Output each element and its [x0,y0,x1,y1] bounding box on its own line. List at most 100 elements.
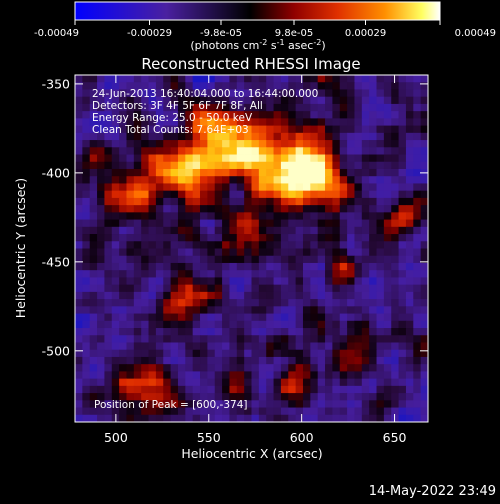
heatmap-cell [155,248,164,257]
heatmap-cell [413,299,422,307]
heatmap-cell [420,96,428,105]
heatmap-cell [251,306,260,314]
heatmap-cell [280,255,289,264]
heatmap-cell [82,407,91,416]
heatmap-cell [111,168,120,177]
heatmap-cell [200,328,208,336]
heatmap-cell [413,277,422,286]
heatmap-cell [339,75,348,83]
heatmap-cell [273,349,282,358]
heatmap-cell [236,154,245,163]
heatmap-cell [398,111,407,119]
heatmap-cell [97,407,105,416]
heatmap-cell [141,140,149,148]
heatmap-cell [325,183,333,192]
heatmap-cell [310,385,319,394]
heatmap-cell [295,248,304,257]
heatmap-cell [391,262,399,271]
heatmap-cell [251,176,260,184]
heatmap-cell [155,176,164,184]
heatmap-cell [376,241,385,249]
heatmap-cell [141,313,149,322]
heatmap-cell [148,262,157,271]
heatmap-cell [391,82,399,90]
heatmap-cell [192,103,201,112]
heatmap-cell [104,118,113,127]
heatmap-cell [89,147,98,155]
heatmap-cell [244,212,252,220]
heatmap-cell [229,190,238,199]
heatmap-cell [148,328,157,336]
heatmap-cell [369,356,377,365]
heatmap-cell [141,197,149,206]
heatmap-cell [420,248,428,257]
heatmap-cell [177,205,186,213]
heatmap-cell [177,414,186,422]
heatmap-cell [398,82,407,90]
heatmap-cell [376,328,385,336]
heatmap-cell [405,241,414,249]
heatmap-cell [148,183,157,192]
heatmap-cell [119,226,127,235]
heatmap-cell [229,356,238,365]
heatmap-cell [89,277,98,286]
heatmap-cell [332,407,341,416]
heatmap-cell [391,414,399,422]
heatmap-cell [148,320,157,329]
heatmap-cell [141,378,149,387]
heatmap-cell [89,82,98,90]
heatmap-cell [383,255,392,264]
heatmap-cell [126,262,135,271]
heatmap-cell [126,378,135,387]
heatmap-cell [119,306,127,314]
heatmap-cell [288,313,297,322]
heatmap-cell [280,335,289,343]
heatmap-cell [391,371,399,380]
heatmap-cell [97,111,105,119]
heatmap-cell [192,320,201,329]
heatmap-cell [89,320,98,329]
heatmap-cell [192,219,201,228]
heatmap-cell [111,89,120,98]
heatmap-cell [288,356,297,365]
heatmap-cell [310,118,319,127]
heatmap-cell [119,291,127,300]
heatmap-cell [244,75,252,83]
heatmap-cell [288,364,297,372]
heatmap-cell [207,183,216,192]
heatmap-cell [192,277,201,286]
heatmap-cell [89,342,98,351]
heatmap-cell [332,335,341,343]
heatmap-cell [111,154,120,163]
heatmap-cell [398,364,407,372]
heatmap-cell [214,262,223,271]
heatmap-cell [413,147,422,155]
heatmap-cell [236,241,245,249]
heatmap-cell [75,89,83,98]
heatmap-cell [200,277,208,286]
heatmap-cell [207,342,216,351]
heatmap-cell [251,371,260,380]
heatmap-cell [192,118,201,127]
heatmap-cell [185,248,194,257]
heatmap-cell [104,154,113,163]
heatmap-cell [258,255,267,264]
heatmap-cell [141,234,149,242]
heatmap-cell [163,118,171,127]
heatmap-cell [214,234,223,242]
heatmap-cell [229,277,238,286]
heatmap-cell [89,262,98,271]
heatmap-cell [280,385,289,394]
heatmap-cell [133,414,142,422]
heatmap-cell [200,205,208,213]
heatmap-cell [229,140,238,148]
heatmap-cell [310,306,319,314]
annotation-block: 24-Jun-2013 16:40:04.000 to 16:44:00.000… [92,88,318,136]
heatmap-cell [177,299,186,307]
heatmap-cell [280,262,289,271]
heatmap-cell [200,313,208,322]
heatmap-cell [185,82,194,90]
heatmap-cell [288,400,297,408]
heatmap-cell [244,140,252,148]
heatmap-cell [141,147,149,155]
